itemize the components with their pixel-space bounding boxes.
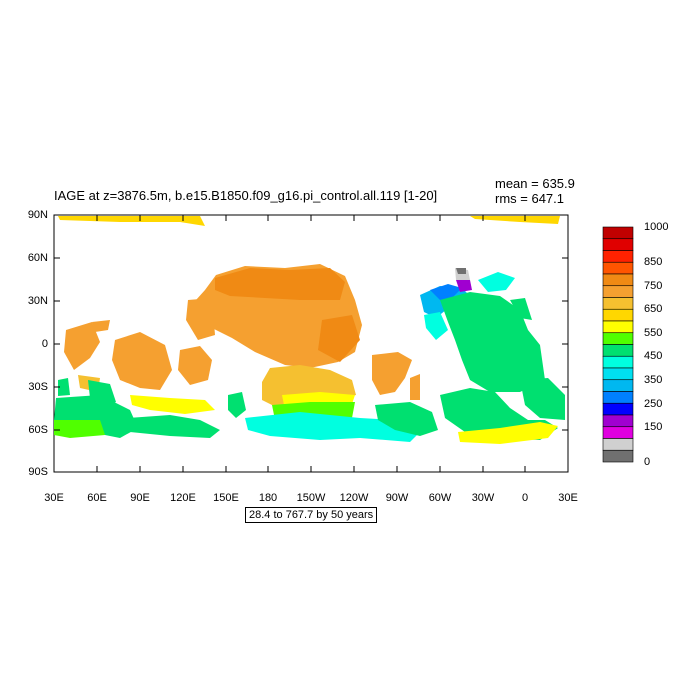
region-southern-green-isle: [228, 392, 246, 418]
colorbar-label-650: 650: [644, 303, 663, 315]
region-pacific-east-core: [318, 315, 360, 362]
lon-label-120e: 120E: [170, 492, 196, 504]
region-southern-w-green2: [54, 420, 105, 438]
region-atlantic-purple: [456, 280, 472, 292]
map-ticks: [54, 214, 568, 473]
colorbar-swatch: [602, 402, 634, 416]
region-indian-east: [178, 346, 212, 385]
region-southwest-green: [58, 378, 70, 396]
colorbar-swatch: [602, 320, 634, 334]
lon-label-30e: 30E: [44, 492, 64, 504]
colorbar-swatch: [602, 308, 634, 322]
colorbar-swatch: [602, 438, 634, 451]
lon-label-0: 0: [521, 492, 529, 504]
colorbar: [602, 226, 634, 463]
lon-label-90e: 90E: [130, 492, 150, 504]
colorbar-swatch: [602, 273, 634, 287]
colorbar-swatch: [602, 226, 634, 240]
lon-label-30w: 30W: [471, 492, 495, 504]
region-arctic-west: [470, 216, 560, 224]
plot-title: IAGE at z=3876.5m, b.e15.B1850.f09_g16.p…: [54, 188, 438, 203]
region-atlantic-southeast: [520, 378, 565, 420]
region-south-pacific-small: [410, 374, 420, 400]
colorbar-swatch: [602, 238, 634, 251]
colorbar-label-450: 450: [644, 350, 663, 362]
colorbar-swatch: [602, 449, 634, 463]
region-atlantic-darkgrey: [456, 268, 466, 274]
rms-value: rms = 647.1: [495, 191, 565, 206]
region-southern-atlantic-yellow: [458, 422, 558, 444]
lon-label-30e-right: 30E: [558, 492, 578, 504]
colorbar-swatch: [602, 261, 634, 275]
colorbar-label-0: 0: [644, 456, 651, 468]
lat-label-equator: 0: [41, 338, 48, 350]
region-far-south-green: [88, 380, 116, 408]
colorbar-label-750: 750: [644, 280, 663, 292]
lat-label-60n: 60N: [27, 252, 48, 264]
colorbar-swatch: [602, 391, 634, 404]
lat-label-90s: 90S: [28, 466, 48, 478]
colorbar-label-1000: 1000: [644, 221, 669, 233]
region-southern-cyan: [245, 412, 420, 442]
contour-info-box: 28.4 to 767.7 by 50 years: [245, 507, 378, 523]
region-indian-north: [92, 320, 110, 332]
region-atlantic-cyan-north: [478, 272, 515, 292]
colorbar-swatch: [602, 426, 634, 439]
colorbar-swatch: [602, 332, 634, 345]
region-southern-indian-green: [128, 415, 220, 438]
colorbar-label-350: 350: [644, 374, 663, 386]
colorbar-swatch: [602, 367, 634, 381]
colorbar-swatch: [602, 414, 634, 428]
region-southern-green-right: [375, 402, 438, 436]
lon-label-120w: 120W: [339, 492, 369, 504]
lon-label-150e: 150E: [213, 492, 239, 504]
lon-label-60w: 60W: [428, 492, 452, 504]
lon-label-180: 180: [258, 492, 278, 504]
region-indian-west: [64, 322, 100, 370]
colorbar-label-150: 150: [644, 421, 663, 433]
lon-label-60e: 60E: [87, 492, 107, 504]
region-south-pacific-east: [372, 352, 412, 395]
region-indian-central: [112, 332, 172, 390]
region-north-pacific-core: [215, 268, 345, 300]
region-atlantic-cyan: [424, 312, 448, 340]
colorbar-label-850: 850: [644, 256, 663, 268]
colorbar-swatch: [602, 285, 634, 298]
lat-label-30s: 30S: [28, 381, 48, 393]
colorbar-swatch: [602, 297, 634, 310]
lon-label-90w: 90W: [385, 492, 409, 504]
lat-label-90n: 90N: [27, 209, 48, 221]
age-field-regions: [54, 216, 565, 444]
colorbar-swatch: [602, 379, 634, 392]
colorbar-label-250: 250: [644, 398, 663, 410]
colorbar-swatch: [602, 344, 634, 357]
region-arctic-east: [58, 216, 205, 226]
lon-label-150w: 150W: [296, 492, 326, 504]
region-atlantic-deepblue: [430, 284, 462, 300]
region-atlantic-green-main: [440, 292, 545, 392]
region-atlantic-green-east: [510, 298, 532, 320]
colorbar-swatch: [602, 355, 634, 369]
region-pacific-west-lobe: [186, 298, 215, 340]
colorbar-swatch: [602, 250, 634, 263]
colorbar-label-550: 550: [644, 327, 663, 339]
region-indian-south-yellow: [130, 395, 215, 414]
lat-label-60s: 60S: [28, 424, 48, 436]
mean-value: mean = 635.9: [495, 176, 575, 191]
lat-label-30n: 30N: [27, 295, 48, 307]
